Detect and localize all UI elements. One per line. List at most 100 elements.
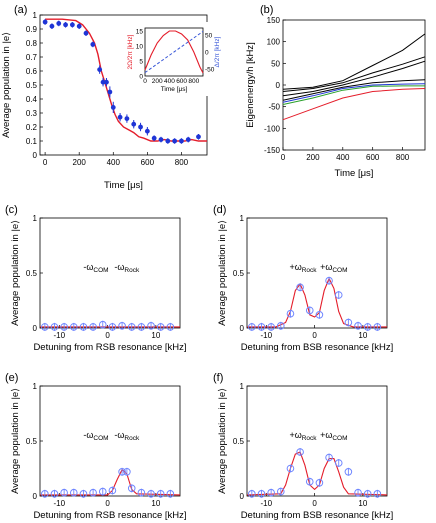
data-point [90,42,96,47]
data-point [110,105,116,110]
panel-e-frame [39,385,181,497]
panel-c-frame [39,217,181,329]
data-point [354,322,362,330]
y-tick-label: 0.9 [26,25,38,34]
panel-e-ylabel: Average population in |e⟩ [10,388,21,494]
panel-a-ylabel: Average population in |e⟩ [1,32,12,138]
annotation-symbol: +ω [289,262,301,272]
energy-level-line [282,79,426,101]
data-point [97,67,103,72]
annotation-symbol: -ω [83,430,93,440]
x-tick-label: 800 [396,153,410,162]
inset-y-tick-left: 15 [136,29,144,36]
energy-level-line [282,85,425,105]
data-point [69,323,78,331]
inset-y-tick-right: 0 [205,50,209,57]
y-tick-label: 0 [276,81,281,90]
y-tick-label: 50 [271,59,280,68]
y-tick-label: 150 [267,16,281,25]
data-point [334,459,343,467]
data-point [315,479,324,487]
data-point [344,318,353,327]
annotation-subscript: Rock [124,435,140,442]
y-tick-label: 0.5 [26,269,38,278]
data-point [98,487,107,496]
x-tick-label: -10 [54,499,66,508]
x-tick-label: 600 [366,153,380,162]
annotation-symbol: -ω [114,262,124,272]
data-point [60,323,68,331]
annotation-subscript: COM [93,435,108,442]
data-point [69,488,78,497]
data-point [363,323,372,331]
annotation-subscript: Rock [302,267,318,274]
inset-y-tick-left: 5 [139,59,143,66]
x-tick-label: -10 [54,331,66,340]
y-tick-label: 1 [33,214,38,223]
inset-y-tick-right: 50 [205,32,213,39]
y-tick-label: 0 [33,492,38,501]
data-point [166,323,175,331]
data-point [325,276,333,285]
panel-d-xlabel: Detuning from BSB resonance [kHz] [241,342,394,353]
resonance-annotation: +ωRock [289,430,317,442]
data-point [138,124,143,130]
data-point [151,135,157,141]
inset-xlabel: Time [μs] [161,86,188,93]
data-point [131,121,137,127]
y-tick-label: 1 [33,11,38,20]
x-tick-label: -10 [261,499,273,508]
x-tick-label: 600 [141,158,155,167]
x-tick-label: 0 [105,499,110,508]
y-tick-label: 0 [240,324,245,333]
data-point [100,79,106,85]
data-point [296,448,304,456]
y-tick-label: 0.3 [26,109,38,118]
resonance-annotation: +ωCOM [320,262,347,274]
y-tick-label: -100 [264,124,281,133]
y-tick-label: 0.2 [26,123,38,132]
x-tick-label: -10 [261,331,273,340]
inset-y-tick-left: 10 [136,44,144,51]
data-point [196,134,201,140]
data-point [50,490,59,498]
annotation-subscript: Rock [124,267,140,274]
data-point [267,488,275,497]
panel-a-label: (a) [14,4,27,16]
y-tick-label: 0 [240,492,245,501]
panel-a-xlabel: Time [μs] [104,180,143,191]
inset-x-tick: 200 [152,78,163,85]
panel-f-label: (f) [213,372,223,384]
data-point [79,323,88,331]
data-point [166,490,175,498]
data-point [83,30,89,36]
data-point [179,138,184,144]
x-tick-label: 400 [336,153,350,162]
energy-level-line [282,33,426,90]
y-tick-label: 0.5 [233,269,245,278]
y-tick-label: 1 [33,382,38,391]
annotation-symbol: -ω [114,430,124,440]
energy-level-line [282,88,426,121]
data-point [79,490,88,498]
panel-f-xlabel: Detuning from BSB resonance [kHz] [241,510,394,521]
data-point [144,128,150,134]
x-tick-label: 10 [151,331,160,340]
x-tick-label: 200 [73,158,87,167]
panel-e-xlabel: Detuning from RSB resonance [kHz] [33,510,186,521]
panel-d-label: (d) [213,204,226,216]
y-tick-label: -150 [264,146,281,155]
y-tick-label: 0.5 [233,437,245,446]
data-point [267,323,275,331]
resonance-annotation: -ωRock [114,262,140,274]
panel-b-xlabel: Time [μs] [335,168,374,179]
data-point [373,323,382,331]
panel-c-xlabel: Detuning from RSB resonance [kHz] [33,342,186,353]
data-point [147,322,155,330]
x-tick-label: 10 [358,331,367,340]
data-point [63,22,68,28]
data-point [137,488,146,497]
data-point [305,477,314,486]
annotation-subscript: COM [332,435,347,442]
